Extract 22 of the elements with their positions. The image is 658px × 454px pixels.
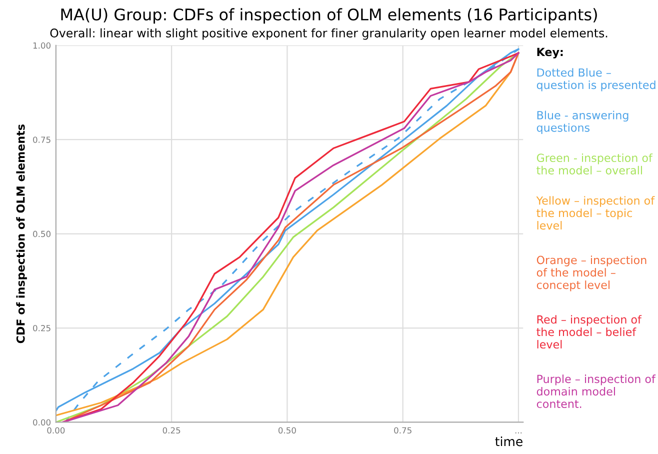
y-tick-label: 0.25 (33, 324, 50, 332)
y-axis-title: CDF of inspection of OLM elements (16, 124, 27, 344)
y-tick-label: 0.50 (33, 230, 51, 238)
y-tick-label: 1.00 (33, 42, 51, 49)
text: Yellow – inspection of the model – topic level (536, 196, 655, 230)
chart-subtitle: Overall: linear with slight positive exponent for finer granularity open learner model elements. (50, 28, 608, 40)
text: Red – inspection of the model – belief level (536, 315, 642, 349)
text: Purple – inspection of domain model content. (536, 374, 656, 408)
chart-title: MA(U) Group: CDFs of inspection of OLM elements (16 Participants) (61, 8, 597, 24)
y-tick-label: 0.75 (33, 136, 50, 143)
text: Blue - answering questions (536, 110, 628, 134)
x-tick-label: 0.75 (394, 427, 412, 434)
text: Green - inspection of the model – overall (536, 153, 653, 174)
x-tick-label: ... (515, 432, 522, 434)
text: Dotted Blue – question is presented (536, 68, 656, 92)
x-tick-label: 0.25 (162, 427, 180, 434)
x-tick-label: 0.00 (47, 427, 65, 434)
y-tick-label: 0.00 (33, 419, 51, 426)
x-tick-label: 0.50 (278, 427, 296, 434)
legend-title: Key: (537, 48, 563, 58)
x-axis-title: time (495, 436, 522, 446)
text: Orange – inspection of the model – concept level (536, 256, 646, 292)
